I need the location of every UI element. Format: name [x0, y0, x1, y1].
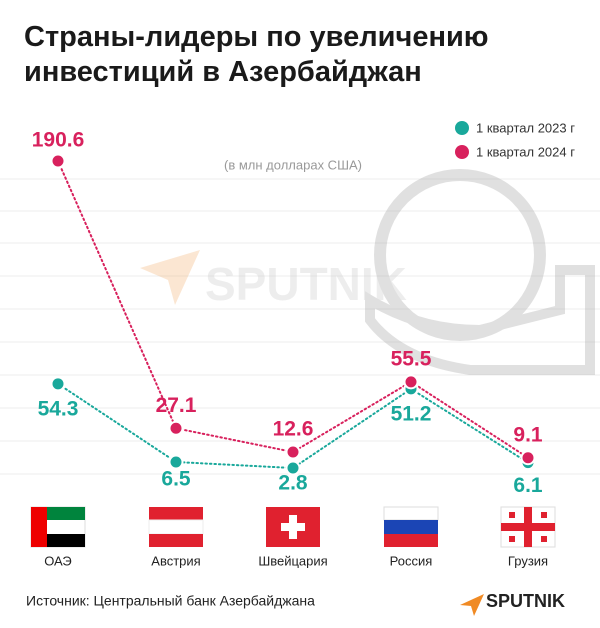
point — [50, 376, 66, 392]
point — [285, 444, 301, 460]
data-label: 6.5 — [161, 468, 191, 491]
data-label: 9.1 — [513, 423, 543, 446]
legend-marker — [455, 121, 469, 135]
x-tick-label: Грузия — [508, 553, 548, 568]
title-text: Страны-лидеры по увеличению — [24, 21, 489, 53]
watermark-text: SPUTNIK — [205, 258, 407, 310]
data-label: 27.1 — [156, 394, 197, 417]
watermark: SPUTNIK — [140, 169, 595, 375]
source: Источник: Центральный банк Азербайджана — [26, 593, 315, 609]
x-tick-label: Австрия — [151, 553, 200, 568]
legend-label: 1 квартал 2024 г — [476, 144, 575, 159]
title-text: инвестиций в Азербайджан — [24, 56, 422, 88]
point — [168, 420, 184, 436]
flags — [30, 506, 556, 548]
logo: SPUTNIK — [460, 591, 565, 616]
legend-label: 1 квартал 2023 г — [476, 120, 575, 135]
data-label: 190.6 — [32, 129, 85, 152]
x-tick-label: Швейцария — [258, 553, 327, 568]
data-label: 2.8 — [278, 472, 308, 495]
subtitle: (в млн долларах США) — [224, 157, 362, 172]
chart-title: Страны-лидеры по увеличению инвестиций в … — [24, 21, 489, 88]
logo-text: SPUTNIK — [486, 591, 565, 611]
legend-marker — [455, 145, 469, 159]
data-label: 54.3 — [38, 397, 79, 420]
data-label: 51.2 — [391, 402, 432, 425]
x-tick-label: Россия — [390, 553, 433, 568]
data-label: 55.5 — [391, 347, 432, 370]
data-label: 6.1 — [513, 474, 543, 497]
data-label: 12.6 — [273, 418, 314, 441]
point — [520, 450, 536, 466]
point — [50, 153, 66, 169]
point — [285, 460, 301, 476]
point — [168, 454, 184, 470]
grid — [0, 178, 600, 475]
x-tick-label: ОАЭ — [44, 553, 72, 568]
point — [403, 374, 419, 390]
